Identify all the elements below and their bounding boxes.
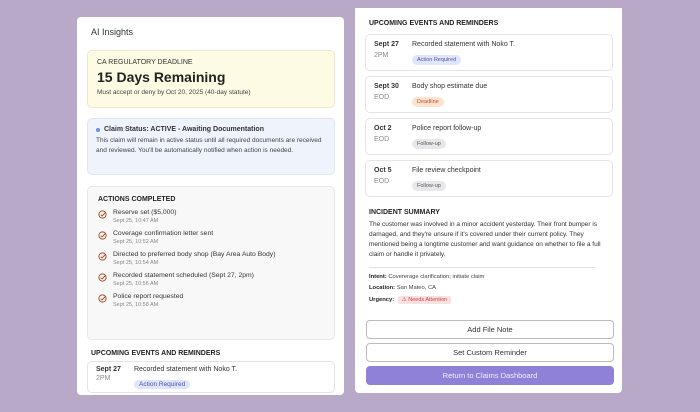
details-panel: UPCOMING EVENTS AND REMINDERS Sept 27 2PM… bbox=[355, 8, 622, 393]
location-row: Location: San Mateo, CA bbox=[369, 285, 613, 291]
event-date: Sept 27 bbox=[96, 366, 121, 373]
action-time: Sept 25, 10:54 AM bbox=[113, 260, 159, 266]
action-time: Sept 25, 10:56 AM bbox=[113, 281, 159, 287]
action-item: Police report requested Sept 25, 10:58 AM bbox=[98, 293, 324, 308]
event-title: Police report follow-up bbox=[412, 125, 482, 132]
upcoming-heading: UPCOMING EVENTS AND REMINDERS bbox=[91, 350, 221, 357]
incident-heading: INCIDENT SUMMARY bbox=[369, 209, 440, 216]
event-date: Sept 30 bbox=[374, 83, 399, 90]
event-card[interactable]: Sept 30 EOD Body shop estimate due Deadline bbox=[365, 76, 613, 113]
event-title: Recorded statement with Noko T. bbox=[412, 41, 515, 48]
action-time: Sept 25, 10:47 AM bbox=[113, 218, 159, 224]
event-badge: Deadline bbox=[412, 97, 444, 107]
action-label: Police report requested bbox=[113, 293, 184, 300]
action-label: Directed to preferred body shop (Bay Are… bbox=[113, 251, 276, 258]
check-circle-icon bbox=[98, 231, 107, 240]
intent-row: Intent: Covererage clarification; initia… bbox=[369, 274, 613, 280]
add-file-note-button[interactable]: Add File Note bbox=[366, 320, 614, 339]
event-title: Recorded statement with Noko T. bbox=[134, 366, 237, 373]
event-time: 2PM bbox=[96, 375, 111, 382]
status-dot-icon bbox=[96, 127, 100, 132]
check-circle-icon bbox=[98, 294, 107, 303]
action-label: Reserve set ($5,000) bbox=[113, 209, 177, 216]
action-label: Coverage confirmation letter sent bbox=[113, 230, 214, 237]
return-to-dashboard-button[interactable]: Return to Claims Dashboard bbox=[366, 366, 614, 385]
event-card[interactable]: Sept 27 2PM Recorded statement with Noko … bbox=[87, 361, 335, 393]
event-time: EOD bbox=[374, 136, 390, 143]
incident-text: The customer was involved in a minor acc… bbox=[369, 221, 601, 258]
event-time: 2PM bbox=[374, 52, 389, 59]
action-item: Directed to preferred body shop (Bay Are… bbox=[98, 251, 324, 266]
event-time: EOD bbox=[374, 94, 390, 101]
actions-completed-card: ACTIONS COMPLETED Reserve set ($5,000) Se… bbox=[87, 186, 335, 340]
upcoming-heading: UPCOMING EVENTS AND REMINDERS bbox=[369, 20, 499, 27]
action-time: Sept 25, 10:52 AM bbox=[113, 239, 159, 245]
event-badge: Follow-up bbox=[412, 181, 446, 191]
incident-summary: INCIDENT SUMMARY The customer was involv… bbox=[369, 209, 613, 304]
event-badge: Action Required bbox=[134, 380, 191, 389]
event-date: Oct 5 bbox=[374, 167, 392, 174]
claim-status-heading: Claim Status: ACTIVE - Awaiting Document… bbox=[104, 126, 264, 133]
action-item: Reserve set ($5,000) Sept 25, 10:47 AM bbox=[98, 209, 324, 224]
intent-label: Intent: bbox=[369, 274, 387, 280]
urgency-row: Urgency: ⚠ Needs Attention bbox=[369, 296, 613, 304]
action-item: Coverage confirmation letter sent Sept 25… bbox=[98, 230, 324, 245]
location-value: San Mateo, CA bbox=[396, 285, 437, 291]
event-time: EOD bbox=[374, 178, 390, 185]
claim-status-text: This claim will remain in active status … bbox=[96, 137, 322, 154]
action-item: Recorded statement scheduled (Sept 27, 2… bbox=[98, 272, 324, 287]
actions-heading: ACTIONS COMPLETED bbox=[98, 196, 176, 203]
urgency-label: Urgency: bbox=[369, 297, 395, 303]
claim-status-card: Claim Status: ACTIVE - Awaiting Document… bbox=[87, 118, 335, 175]
location-label: Location: bbox=[369, 285, 396, 291]
check-circle-icon bbox=[98, 252, 107, 261]
deadline-label: CA REGULATORY DEADLINE bbox=[97, 59, 193, 66]
event-card[interactable]: Oct 2 EOD Police report follow-up Follow-up bbox=[365, 118, 613, 155]
deadline-headline: 15 Days Remaining bbox=[97, 69, 226, 85]
action-time: Sept 25, 10:58 AM bbox=[113, 302, 159, 308]
urgency-value: Needs Attention bbox=[408, 297, 448, 303]
deadline-detail: Must accept or deny by Oct 20, 2025 (40-… bbox=[97, 89, 251, 96]
event-title: File review checkpoint bbox=[412, 167, 481, 174]
intent-value: Covererage clarification; initiate claim bbox=[388, 274, 485, 280]
event-card[interactable]: Sept 27 2PM Recorded statement with Noko T… bbox=[365, 34, 613, 71]
event-card[interactable]: Oct 5 EOD File review checkpoint Follow-up bbox=[365, 160, 613, 197]
divider bbox=[369, 267, 595, 268]
regulatory-deadline-card: CA REGULATORY DEADLINE 15 Days Remaining… bbox=[87, 50, 335, 108]
panel-title: AI Insights bbox=[91, 27, 134, 37]
urgency-badge: ⚠ Needs Attention bbox=[397, 296, 452, 304]
event-badge: Follow-up bbox=[412, 139, 446, 149]
warning-icon: ⚠ bbox=[401, 297, 407, 303]
check-circle-icon bbox=[98, 210, 107, 219]
action-label: Recorded statement scheduled (Sept 27, 2… bbox=[113, 272, 254, 279]
event-badge: Action Required bbox=[412, 55, 462, 65]
ai-insights-panel: AI Insights CA REGULATORY DEADLINE 15 Da… bbox=[77, 17, 344, 395]
event-date: Sept 27 bbox=[374, 41, 399, 48]
set-custom-reminder-button[interactable]: Set Custom Reminder bbox=[366, 343, 614, 362]
event-title: Body shop estimate due bbox=[412, 83, 488, 90]
event-date: Oct 2 bbox=[374, 125, 392, 132]
check-circle-icon bbox=[98, 273, 107, 282]
